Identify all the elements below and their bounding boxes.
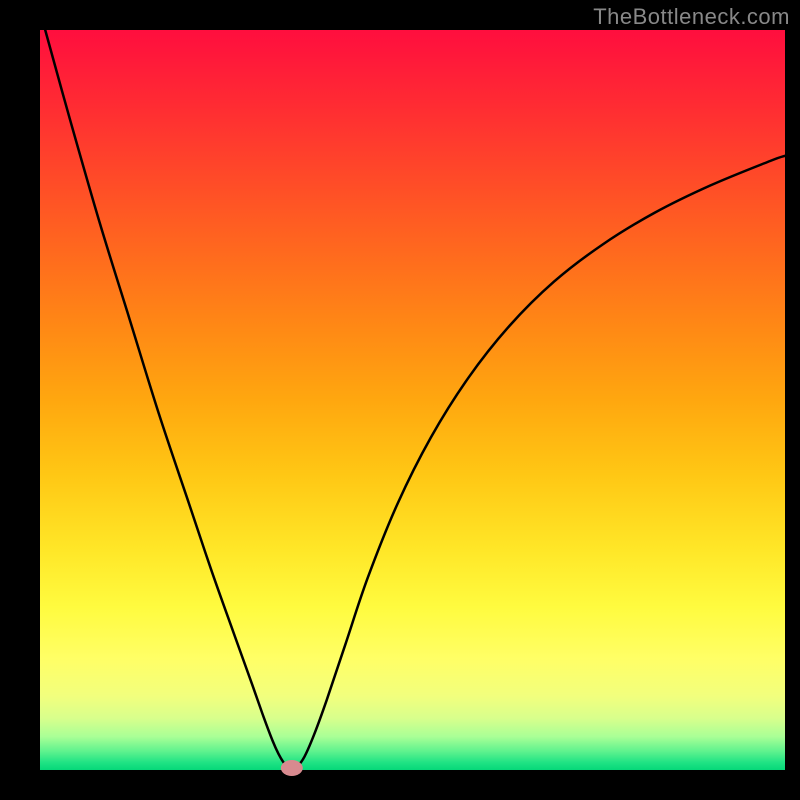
plot-gradient-background [40,30,785,770]
bottleneck-chart [0,0,800,800]
optimum-marker [281,760,303,776]
watermark-text: TheBottleneck.com [593,4,790,30]
